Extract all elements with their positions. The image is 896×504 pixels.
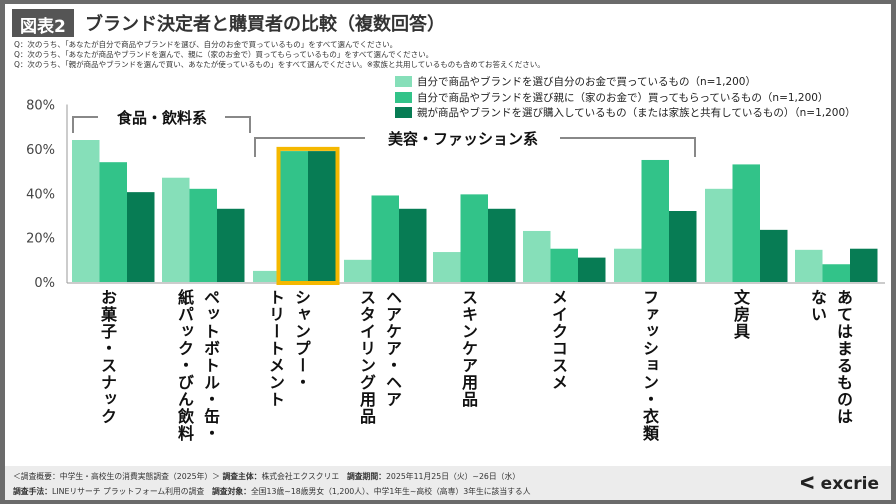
category-label: お菓子・スナック	[98, 289, 117, 425]
bar	[705, 188, 733, 282]
bar	[460, 194, 488, 282]
legend-item: 自分で商品やブランドを選び親に（家のお金で）買ってもらっているもの（n=1,20…	[395, 90, 856, 106]
figure-badge: 図表2	[12, 9, 74, 37]
beauty-group-bracket	[254, 137, 696, 157]
bar	[822, 264, 850, 282]
legend-label: 自分で商品やブランドを選び親に（家のお金で）買ってもらっているもの（n=1,20…	[417, 91, 829, 104]
bar	[641, 159, 669, 282]
bar	[189, 188, 217, 282]
legend-item: 親が商品やブランドを選び購入しているもの（または家族と共有しているもの）（n=1…	[395, 105, 856, 121]
page-title: ブランド決定者と購買者の比較（複数回答）	[85, 14, 445, 35]
food-group-label: 食品・飲料系	[117, 109, 207, 127]
bar	[344, 259, 372, 282]
category-label: 文房具	[731, 289, 750, 340]
y-tick-label: 40%	[26, 187, 55, 202]
bar	[760, 229, 788, 282]
survey-info-line-2: 調査手法：LINEリサーチ プラットフォーム利用の調査 調査対象：全国13歳~1…	[13, 486, 531, 497]
category-label: メイクコスメ	[549, 289, 568, 391]
bar	[72, 140, 100, 282]
bar	[550, 248, 578, 282]
footer: ＜調査概要：中学生・高校生の消費実態調査（2025年）＞ 調査主体：株式会社エク…	[5, 466, 891, 500]
label: 調査主体：	[222, 472, 262, 481]
legend-label: 親が商品やブランドを選び購入しているもの（または家族と共有しているもの）（n=1…	[417, 107, 856, 120]
logo-text: excrie	[820, 474, 879, 494]
category-label: シャンプー・ トリートメント	[266, 289, 311, 408]
y-tick-label: 60%	[26, 143, 55, 158]
survey-method: LINEリサーチ プラットフォーム利用の調査	[51, 487, 205, 496]
survey-period: 2025年11月25日（火）~26日（水）	[385, 472, 521, 481]
excrie-logo: ᐸ excrie	[799, 474, 879, 494]
y-tick-label: 0%	[34, 276, 55, 291]
bar	[614, 248, 642, 282]
bar	[399, 208, 427, 282]
bar	[669, 211, 697, 282]
slide: 図表2 ブランド決定者と購買者の比較（複数回答） Q：次のうち、「あなたが自分で…	[5, 4, 891, 500]
legend-swatch	[395, 107, 412, 119]
survey-target: 全国13歳~18歳男女（1,200人）、中学1年生~高校（高専）3年生に該当する…	[250, 487, 531, 496]
survey-info-line-1: ＜調査概要：中学生・高校生の消費実態調査（2025年）＞ 調査主体：株式会社エク…	[13, 471, 520, 482]
question-3: Q：次のうち、「親が商品やブランドを選んで買い、あなたが使っているもの」をすべて…	[14, 60, 545, 69]
y-tick-label: 80%	[26, 99, 55, 114]
bar	[433, 252, 461, 282]
category-label: ペットボトル・缶・ 紙パック・びん飲料	[175, 289, 220, 442]
bar	[253, 270, 281, 282]
bar	[280, 151, 308, 282]
category-label: あてはまるものは ない	[808, 289, 853, 425]
legend: 自分で商品やブランドを選び自分のお金で買っているもの（n=1,200） 自分で商…	[395, 74, 856, 121]
food-group-bracket	[72, 116, 251, 133]
bar	[523, 230, 551, 282]
label: 調査期間：	[346, 472, 386, 481]
category-label: ファッション・衣類	[640, 289, 659, 442]
legend-label: 自分で商品やブランドを選び自分のお金で買っているもの（n=1,200）	[417, 76, 756, 89]
label: 調査対象：	[211, 487, 251, 496]
bar	[488, 208, 516, 282]
beauty-group-label: 美容・ファッション系	[388, 130, 538, 148]
survey-organizer: 株式会社エクスクリエ	[261, 472, 340, 481]
bar	[371, 195, 399, 282]
legend-swatch	[395, 91, 412, 103]
bar	[162, 177, 190, 282]
bar	[795, 249, 823, 282]
question-1: Q：次のうち、「あなたが自分で商品やブランドを選び、自分のお金で買っているもの」…	[14, 40, 398, 49]
survey-overview: ＜調査概要：中学生・高校生の消費実態調査（2025年）＞	[13, 472, 220, 481]
bar	[732, 164, 760, 282]
highlight-box	[276, 146, 340, 285]
bar	[308, 151, 336, 282]
question-2: Q：次のうち、「あなたが商品やブランドを選んで、親に（家のお金で）買ってもらって…	[14, 50, 434, 59]
bar	[578, 257, 606, 282]
y-tick-label: 20%	[26, 232, 55, 247]
category-label: スキンケア用品	[459, 289, 478, 408]
bar	[99, 162, 127, 282]
legend-swatch	[395, 76, 412, 88]
label: 調査手法：	[13, 487, 52, 496]
category-label: ヘアケア・ヘア スタイリング用品	[357, 289, 402, 425]
bar	[127, 192, 155, 282]
bar	[217, 208, 245, 282]
legend-item: 自分で商品やブランドを選び自分のお金で買っているもの（n=1,200）	[395, 74, 856, 90]
bar	[850, 248, 878, 282]
